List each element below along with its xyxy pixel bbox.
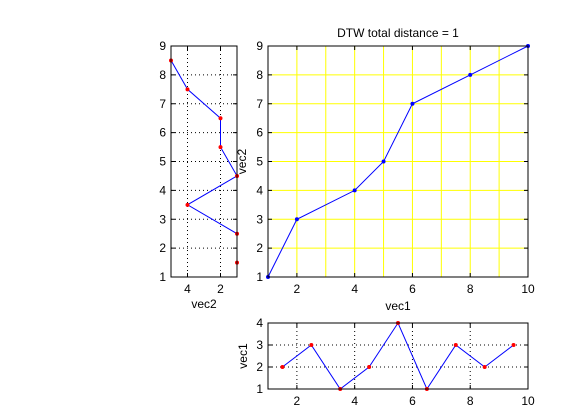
left-y-tick-label: 2 [159, 241, 166, 255]
bottom-axes-box [267, 322, 529, 390]
left-y-tick-label: 9 [159, 39, 166, 53]
bottom-y-tick-label: 3 [256, 338, 263, 352]
bottom-data-point-1 [309, 343, 314, 347]
bottom-x-tick-label: 10 [521, 394, 535, 408]
main-y-tick-label: 7 [256, 97, 263, 111]
main-y-tick-label: 4 [256, 183, 263, 197]
main-data-point-2 [352, 188, 357, 193]
left-data-point-2 [218, 116, 223, 121]
bottom-y-tick-label: 4 [256, 316, 263, 330]
main-data-point-4 [410, 101, 415, 106]
left-y-tick-label: 1 [159, 270, 166, 284]
main-x-tick-label: 2 [294, 282, 301, 296]
main-data-point-1 [294, 217, 299, 222]
main-data-point-5 [468, 72, 473, 77]
left-data-point-5 [185, 202, 190, 207]
bottom-y-axis-label: vec1 [236, 343, 250, 369]
main-y-axis-label: vec2 [235, 149, 249, 175]
main-y-tick-label: 2 [256, 241, 263, 255]
bottom-data-point-7 [482, 365, 487, 369]
main-y-tick-label: 3 [256, 212, 263, 226]
left-y-tick-label: 6 [159, 126, 166, 140]
main-data-point-3 [381, 159, 386, 164]
left-y-tick-label: 7 [159, 97, 166, 111]
main-x-tick-label: 4 [351, 282, 358, 296]
main-x-tick-label: 6 [409, 282, 416, 296]
bottom-x-tick-label: 6 [409, 394, 416, 408]
main-y-tick-label: 5 [256, 155, 263, 169]
main-x-axis-label: vec1 [385, 299, 411, 313]
left-x-tick-label: 4 [184, 282, 191, 296]
bottom-x-tick-label: 8 [467, 394, 474, 408]
main-y-tick-label: 8 [256, 68, 263, 82]
main-x-tick-label: 10 [521, 282, 535, 296]
main-title: DTW total distance = 1 [337, 26, 459, 40]
left-data-point-3 [218, 145, 223, 150]
left-y-tick-label: 4 [159, 183, 166, 197]
left-vec2-plot: 4 2 1 2 3 4 5 6 7 8 9 vec2 [159, 39, 239, 311]
bottom-data-point-8 [511, 343, 516, 347]
bottom-data-point-3 [367, 365, 372, 369]
bottom-data-point-6 [453, 343, 458, 347]
left-data-point-1 [185, 87, 190, 92]
left-y-tick-label: 8 [159, 68, 166, 82]
main-y-tick-label: 6 [256, 126, 263, 140]
bottom-x-tick-label: 4 [351, 394, 358, 408]
bottom-y-tick-label: 2 [256, 360, 263, 374]
left-y-tick-label: 3 [159, 212, 166, 226]
left-x-tick-label: 2 [217, 282, 224, 296]
bottom-data-point-0 [280, 365, 285, 369]
main-y-tick-label: 9 [256, 39, 263, 53]
bottom-plot-area [268, 323, 528, 389]
main-x-tick-label: 8 [467, 282, 474, 296]
bottom-x-tick-label: 2 [294, 394, 301, 408]
left-series-line [170, 60, 238, 263]
left-x-axis-label: vec2 [191, 297, 217, 311]
main-y-tick-label: 1 [256, 270, 263, 284]
bottom-y-tick-label: 1 [256, 382, 263, 396]
left-y-tick-label: 5 [159, 155, 166, 169]
